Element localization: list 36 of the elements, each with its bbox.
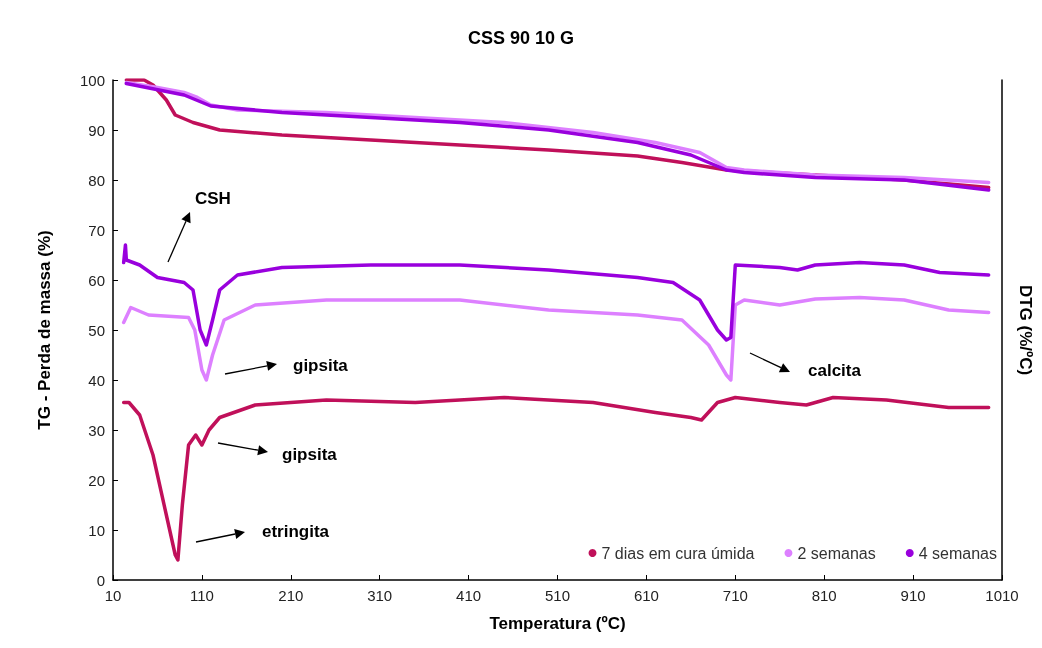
x-tick-label: 110 bbox=[189, 587, 214, 604]
annotation: CSH bbox=[195, 188, 231, 208]
x-tick-label: 710 bbox=[722, 587, 748, 604]
legend-label: 4 semanas bbox=[918, 544, 997, 562]
y-axis-title: TG - Perda de massa (%) bbox=[35, 230, 54, 430]
x-tick-label: 910 bbox=[900, 587, 926, 604]
chart-title: CSS 90 10 G bbox=[467, 28, 575, 48]
annotation: gipsita bbox=[282, 444, 338, 464]
y-tick-label: 100 bbox=[79, 71, 105, 89]
legend-label: 7 dias em cura úmida bbox=[601, 544, 755, 562]
x-tick-label: 810 bbox=[811, 587, 837, 604]
line-series bbox=[121, 295, 991, 382]
legend-label: 2 semanas bbox=[797, 544, 876, 562]
y-tick-label: 50 bbox=[88, 321, 105, 339]
annotation: gipsita bbox=[293, 355, 349, 375]
line-series bbox=[121, 243, 991, 347]
y-tick-label: 10 bbox=[88, 521, 105, 539]
y-tick-label: 90 bbox=[88, 121, 105, 139]
x-tick-label: 510 bbox=[544, 587, 571, 604]
x-tick-label: 410 bbox=[456, 587, 482, 604]
y-tick-label: 70 bbox=[88, 221, 105, 239]
annotation: calcita bbox=[808, 360, 862, 380]
y2-axis-title: DTG (%/ºC) bbox=[1016, 284, 1035, 376]
x-tick-label: 610 bbox=[633, 587, 659, 604]
x-tick-label: 310 bbox=[367, 587, 393, 604]
y-tick-label: 0 bbox=[96, 571, 105, 589]
x-tick-label: 1010 bbox=[985, 587, 1019, 604]
y-tick-label: 80 bbox=[88, 171, 105, 189]
y-tick-label: 40 bbox=[88, 371, 105, 389]
x-axis-title: Temperatura (ºC) bbox=[489, 614, 626, 633]
y-tick-label: 60 bbox=[88, 271, 105, 289]
y-tick-label: 20 bbox=[88, 471, 105, 489]
x-tick-label: 10 bbox=[104, 587, 122, 604]
y-tick-label: 30 bbox=[88, 421, 105, 439]
x-tick-label: 210 bbox=[278, 587, 304, 604]
annotation: etringita bbox=[262, 521, 330, 541]
